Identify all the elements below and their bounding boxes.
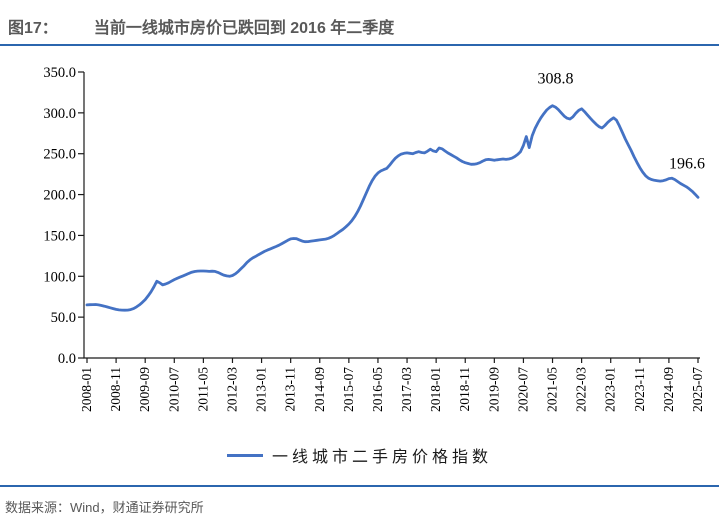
header-divider: [0, 44, 719, 46]
annotation-label: 308.8: [538, 71, 574, 88]
x-tick-label: 2013-11: [283, 367, 298, 412]
x-tick-label: 2008-11: [108, 367, 123, 412]
x-tick-label: 2023-11: [632, 367, 647, 412]
x-tick-label: 2009-09: [137, 367, 152, 412]
x-tick-label: 2013-01: [254, 367, 269, 412]
x-tick-label: 2025-07: [690, 367, 705, 412]
x-tick-label: 2012-03: [224, 367, 239, 412]
x-tick-label: 2017-03: [399, 367, 414, 412]
chart-legend: 一线城市二手房价格指数: [0, 443, 719, 467]
axes: [83, 72, 700, 359]
x-tick-label: 2022-03: [574, 367, 589, 412]
annotation-label: 196.6: [669, 155, 705, 172]
legend-line-swatch: [226, 453, 263, 457]
y-tick-label: 300.0: [43, 106, 76, 122]
x-tick-label: 2018-11: [457, 367, 472, 412]
figure-title: 当前一线城市房价已跌回到 2016 年二季度: [93, 20, 395, 37]
x-tick-label: 2018-01: [428, 367, 443, 412]
legend-label: 一线城市二手房价格指数: [271, 449, 492, 466]
x-tick-label: 2011-05: [195, 367, 210, 412]
x-tick-label: 2015-07: [341, 367, 356, 412]
y-tick-label: 250.0: [43, 147, 76, 163]
footer-divider: [0, 485, 719, 487]
data-source: 数据来源：Wind，财通证券研究所: [5, 500, 204, 515]
price-index-line: [85, 104, 700, 312]
y-tick-label: 150.0: [43, 228, 76, 244]
x-tick-label: 2010-07: [166, 367, 181, 412]
y-tick-label: 200.0: [43, 188, 76, 204]
y-tick-label: 350.0: [43, 65, 76, 81]
y-tick-label: 0.0: [58, 351, 76, 367]
x-tick-label: 2014-09: [312, 367, 327, 412]
figure-number: 图17：: [8, 20, 58, 37]
x-tick-label: 2020-07: [515, 367, 530, 412]
y-tick-label: 100.0: [43, 269, 76, 285]
x-tick-label: 2023-01: [603, 367, 618, 412]
x-tick-label: 2024-09: [661, 367, 676, 412]
x-tick-label: 2019-09: [486, 367, 501, 412]
x-tick-label: 2008-01: [79, 367, 94, 412]
x-tick-label: 2016-05: [370, 367, 385, 412]
figure-header: 图17： 当前一线城市房价已跌回到 2016 年二季度: [8, 18, 719, 40]
x-tick-label: 2021-05: [545, 367, 560, 412]
y-tick-label: 50.0: [51, 310, 76, 326]
